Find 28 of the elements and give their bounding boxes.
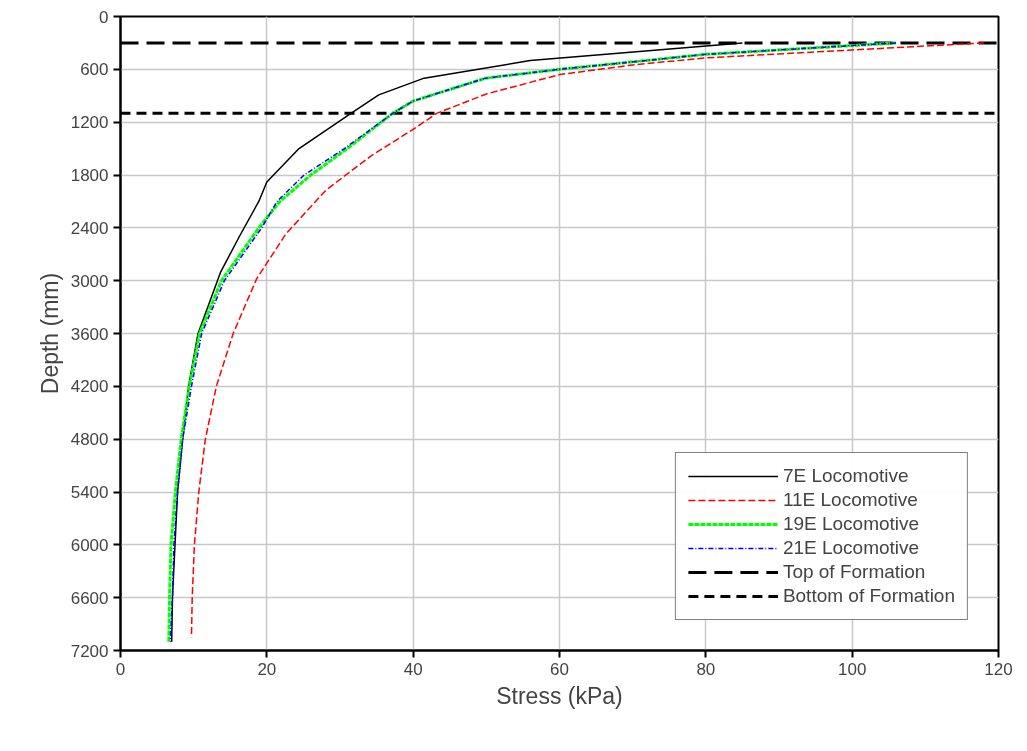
legend-label: 11E Locomotive bbox=[782, 489, 918, 511]
legend-label: 7E Locomotive bbox=[782, 465, 909, 487]
y-tick-label: 1800 bbox=[70, 166, 109, 185]
x-tick-label: 100 bbox=[837, 659, 867, 679]
y-tick-label: 0 bbox=[99, 7, 109, 27]
y-tick-label: 4800 bbox=[70, 430, 109, 450]
y-tick-label: 4200 bbox=[70, 377, 109, 397]
y-tick-label: 7200 bbox=[70, 641, 109, 661]
x-tick-label: 40 bbox=[403, 659, 423, 679]
x-tick-label: 60 bbox=[550, 659, 569, 679]
y-tick-label: 3000 bbox=[70, 271, 109, 291]
y-tick-label: 2400 bbox=[70, 218, 109, 238]
legend-label: 21E Locomotive bbox=[782, 537, 920, 559]
legend-label: Top of Formation bbox=[782, 561, 926, 583]
y-tick-label: 6600 bbox=[70, 588, 109, 608]
x-tick-label: 80 bbox=[696, 659, 716, 679]
y-tick-label: 6000 bbox=[70, 535, 109, 555]
x-tick-label: 120 bbox=[984, 659, 1013, 679]
y-axis-title: Depth (mm) bbox=[36, 272, 63, 395]
legend-label: 19E Locomotive bbox=[782, 513, 920, 535]
legend-label: Bottom of Formation bbox=[782, 585, 955, 607]
x-axis-title: Stress (kPa) bbox=[496, 682, 623, 709]
y-tick-label: 1200 bbox=[70, 113, 109, 133]
y-tick-label: 3600 bbox=[70, 324, 109, 344]
y-tick-label: 5400 bbox=[70, 483, 109, 502]
x-tick-label: 0 bbox=[115, 659, 126, 679]
x-tick-label: 20 bbox=[257, 659, 277, 679]
y-tick-label: 600 bbox=[80, 60, 109, 80]
